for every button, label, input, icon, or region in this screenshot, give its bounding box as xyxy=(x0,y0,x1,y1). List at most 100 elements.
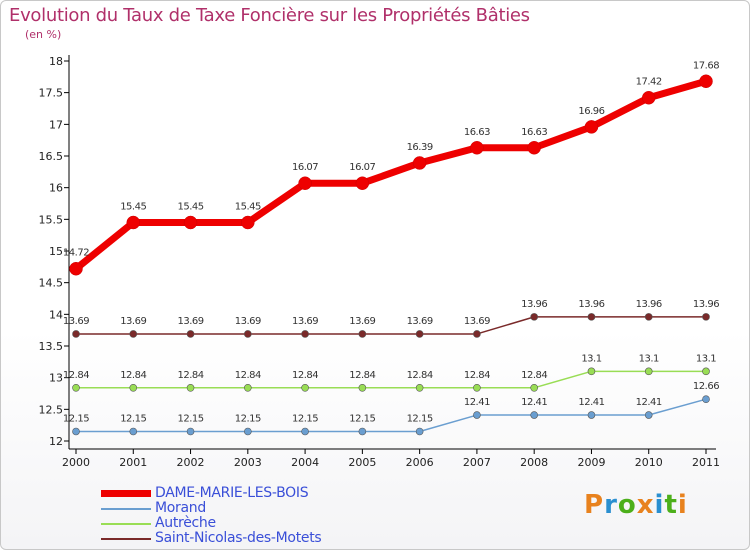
series-dame-marie-les-bois: 14.72 15.45 15.45 15.45 16.07 16.07 16.39 16.63… xyxy=(63,60,720,276)
data-point xyxy=(355,176,370,190)
series-line xyxy=(75,398,707,433)
data-label: 12.15 xyxy=(407,414,433,425)
data-point xyxy=(415,383,424,392)
data-label: 12.84 xyxy=(292,370,318,381)
x-tick-label: 2009 xyxy=(577,456,605,469)
data-point xyxy=(358,383,367,392)
data-point xyxy=(241,215,255,230)
data-label: 12.41 xyxy=(464,397,490,408)
data-label: 12.15 xyxy=(349,414,375,425)
data-label: 12.41 xyxy=(578,397,604,408)
data-point xyxy=(69,261,83,276)
x-tick-label: 2001 xyxy=(119,456,147,469)
series-line xyxy=(72,77,710,273)
legend-label: Saint-Nicolas-des-Motets xyxy=(155,530,322,546)
data-point xyxy=(699,74,713,89)
data-label: 15.45 xyxy=(177,202,203,213)
data-label: 13.1 xyxy=(639,353,659,364)
data-point xyxy=(473,383,481,392)
data-point xyxy=(530,313,538,321)
x-tick-label: 2002 xyxy=(177,456,205,469)
data-point xyxy=(530,411,538,419)
y-tick-label: 15.5 xyxy=(39,213,64,226)
x-tick-label: 2008 xyxy=(520,456,548,469)
legend-label: Morand xyxy=(155,500,206,516)
x-tick-label: 2000 xyxy=(62,456,90,469)
chart-title: Evolution du Taux de Taxe Foncière sur l… xyxy=(9,5,530,26)
data-label: 13.96 xyxy=(521,299,547,310)
data-label: 13.96 xyxy=(636,299,662,310)
data-point xyxy=(584,120,599,134)
y-tick-label: 13 xyxy=(49,372,63,385)
y-tick-label: 15 xyxy=(49,245,63,258)
data-label: 12.15 xyxy=(63,414,89,425)
data-point xyxy=(415,330,424,338)
data-label: 12.84 xyxy=(63,370,89,381)
x-tick-label: 2006 xyxy=(406,456,434,469)
x-tick-label: 2007 xyxy=(463,456,491,469)
data-point xyxy=(702,313,710,321)
data-point xyxy=(473,411,481,419)
data-label: 12.84 xyxy=(120,370,146,381)
series-morand: 12.15 12.15 12.15 12.15 12.15 12.15 12.15 12.41… xyxy=(63,381,720,436)
data-label: 13.69 xyxy=(349,316,375,327)
data-label: 13.69 xyxy=(120,316,146,327)
data-point xyxy=(301,330,309,338)
unit-label: (en %) xyxy=(25,28,62,41)
data-label: 15.45 xyxy=(235,202,261,213)
data-label: 16.63 xyxy=(464,127,490,138)
data-point xyxy=(72,383,80,392)
data-label: 13.69 xyxy=(407,316,433,327)
data-label: 12.15 xyxy=(292,414,318,425)
data-point xyxy=(301,383,309,392)
data-point xyxy=(186,383,195,392)
x-tick-label: 2003 xyxy=(234,456,262,469)
data-label: 12.84 xyxy=(177,370,203,381)
data-point xyxy=(72,330,80,338)
data-point xyxy=(244,330,252,338)
data-label: 12.15 xyxy=(120,414,146,425)
data-point xyxy=(244,383,252,392)
data-label: 12.84 xyxy=(407,370,433,381)
y-tick-label: 14 xyxy=(49,308,63,321)
data-label: 16.07 xyxy=(349,162,375,173)
data-label: 16.07 xyxy=(292,162,318,173)
data-label: 13.69 xyxy=(177,316,203,327)
series-line xyxy=(75,316,707,335)
data-label: 13.69 xyxy=(292,316,318,327)
legend-label: DAME-MARIE-LES-BOIS xyxy=(155,485,309,501)
data-label: 13.96 xyxy=(693,299,719,310)
x-tick-label: 2011 xyxy=(692,456,720,469)
data-point xyxy=(183,215,198,230)
data-label: 12.84 xyxy=(464,370,490,381)
data-point xyxy=(473,330,481,338)
data-label: 16.39 xyxy=(407,142,433,153)
data-label: 13.96 xyxy=(578,299,604,310)
data-point xyxy=(702,395,710,404)
data-point xyxy=(186,330,195,338)
data-label: 12.84 xyxy=(521,370,547,381)
legend-swatch xyxy=(101,490,151,497)
data-point xyxy=(301,427,309,436)
y-tick-label: 18 xyxy=(49,55,63,68)
data-point xyxy=(244,427,252,436)
legend-swatch xyxy=(101,538,151,540)
y-tick-label: 17.5 xyxy=(39,87,64,100)
data-label: 17.42 xyxy=(636,77,662,88)
series-autr-che: 12.84 12.84 12.84 12.84 12.84 12.84 12.84 12.84… xyxy=(63,353,717,392)
data-label: 12.84 xyxy=(235,370,261,381)
data-label: 16.96 xyxy=(578,106,604,117)
data-label: 13.69 xyxy=(235,316,261,327)
data-point xyxy=(129,330,138,338)
y-tick-label: 16 xyxy=(49,182,63,195)
data-point xyxy=(298,176,312,190)
x-tick-label: 2010 xyxy=(635,456,663,469)
data-point xyxy=(72,427,80,436)
data-point xyxy=(644,313,653,321)
y-tick-label: 17 xyxy=(49,118,63,131)
series-saint-nicolas-des-motets: 13.69 13.69 13.69 13.69 13.69 13.69 13.69 13.69… xyxy=(63,299,720,338)
data-label: 13.69 xyxy=(63,316,89,327)
data-label: 12.84 xyxy=(349,370,375,381)
data-point xyxy=(644,367,653,376)
